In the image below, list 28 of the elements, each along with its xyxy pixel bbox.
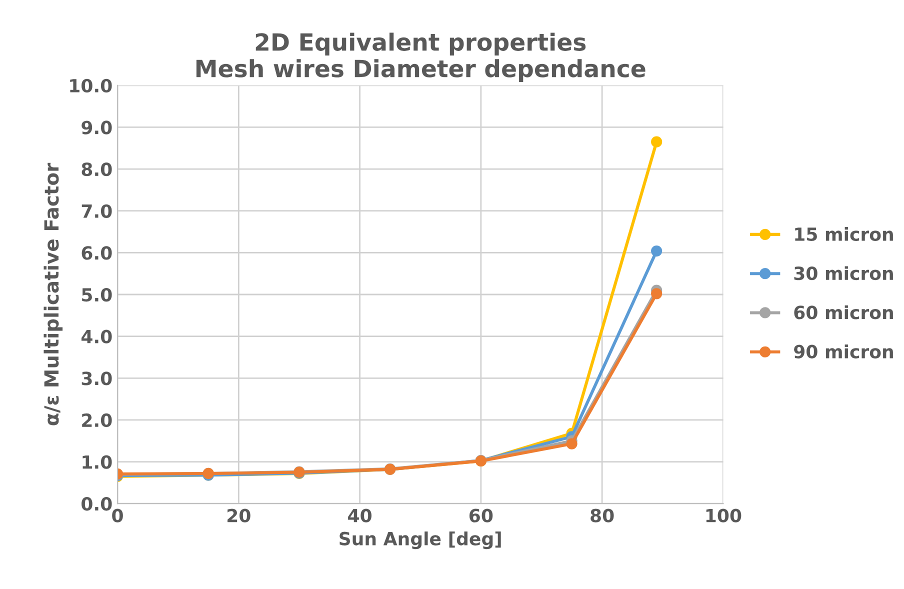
y-tick-label: 4.0 <box>81 330 112 344</box>
y-tick-label: 9.0 <box>82 120 112 134</box>
y-tick-label: 5.0 <box>82 288 112 302</box>
y-tick-label: 10.0 <box>70 78 112 93</box>
y-tick-label: 1.0 <box>82 455 112 469</box>
x-tick-label: 100 <box>706 508 742 522</box>
point <box>651 245 662 257</box>
x-tick-label: 80 <box>590 508 614 522</box>
x-tick-label: 40 <box>348 508 372 522</box>
legend-label: 60 micron <box>794 305 893 320</box>
legend-label: 90 micron <box>794 344 893 358</box>
point <box>651 136 662 148</box>
y-tick-label: 3.0 <box>82 372 112 386</box>
x-axis-title: Sun Angle [deg] <box>340 531 501 550</box>
y-tick-label: 8.0 <box>82 162 112 176</box>
y-tick-label: 6.0 <box>82 246 112 260</box>
x-tick-label: 0 <box>112 508 123 522</box>
y-tick-label: 7.0 <box>82 204 112 218</box>
x-tick-label: 20 <box>228 508 250 522</box>
y-tick-label: 0.0 <box>82 497 112 511</box>
y-tick-label: 2.0 <box>82 413 112 428</box>
legend-label: 30 micron <box>794 266 893 280</box>
legend-label: 15 micron <box>795 227 893 242</box>
point <box>651 288 662 300</box>
chart-title: 2D Equivalent properties Mesh wires Diameter dependance <box>196 32 646 82</box>
x-tick-label: 60 <box>469 508 493 522</box>
y-axis-title: α/ε Multiplicative Factor <box>44 162 63 426</box>
point <box>566 438 578 450</box>
